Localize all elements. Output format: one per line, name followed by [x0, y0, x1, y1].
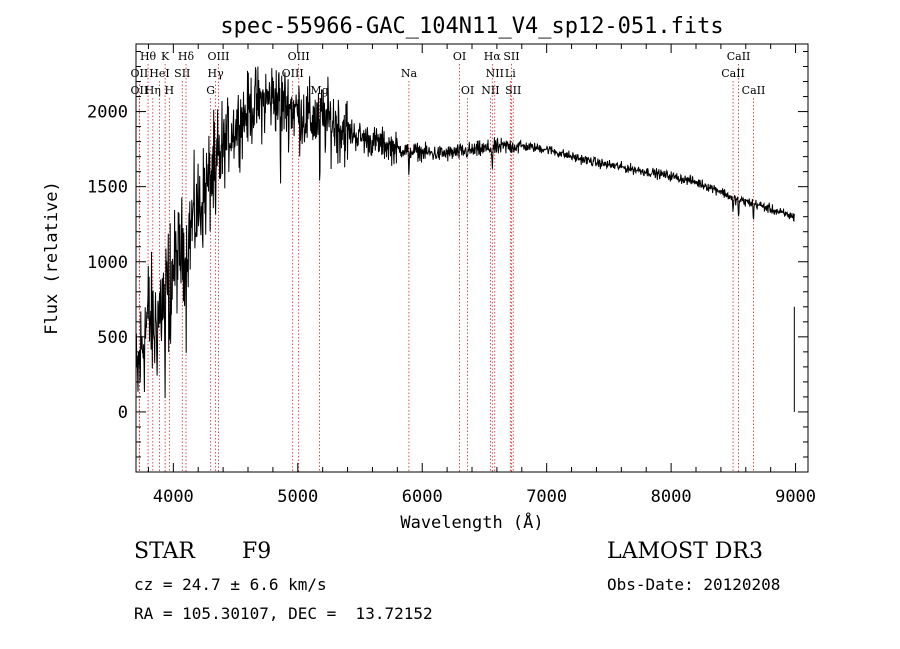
line-label: OIII — [288, 50, 310, 63]
line-label: OI — [461, 84, 474, 97]
line-label: H — [165, 84, 175, 97]
line-label: Na — [401, 67, 418, 80]
line-label: Hδ — [178, 50, 195, 63]
y-tick-label: 1000 — [87, 253, 128, 273]
obs-date-text: Obs-Date: 20120208 — [607, 575, 781, 594]
x-tick-label: 5000 — [277, 487, 318, 507]
line-label: Hγ — [208, 67, 225, 80]
line-label: Hθ — [140, 50, 157, 63]
line-label: CaII — [721, 67, 745, 80]
x-tick-label: 9000 — [775, 487, 816, 507]
line-label: CaII — [727, 50, 751, 63]
object-subclass: F9 — [242, 539, 272, 564]
survey-name: LAMOST DR3 — [607, 539, 763, 564]
line-label: OII — [131, 67, 149, 80]
object-class: STAR — [134, 539, 195, 564]
line-label: OII — [131, 84, 149, 97]
line-label: SII — [505, 84, 521, 97]
line-label: NII — [481, 84, 499, 97]
spectrum-trace — [135, 66, 795, 412]
x-tick-label: 7000 — [526, 487, 567, 507]
spectrum-line — [135, 66, 795, 399]
x-tick-label: 4000 — [153, 487, 194, 507]
x-axis-label: Wavelength (Å) — [400, 511, 543, 533]
chart-title: spec-55966-GAC_104N11_V4_sp12-051.fits — [220, 14, 723, 39]
line-label: Li — [505, 67, 516, 80]
redshift-text: cz = 24.7 ± 6.6 km/s — [134, 575, 327, 594]
coordinates-text: RA = 105.30107, DEC = 13.72152 — [134, 604, 433, 623]
line-label: SII — [174, 67, 190, 80]
axis-ticks: 4000 5000 6000 7000 8000 9000 0 500 1000 1500 2000 — [87, 44, 816, 507]
line-label: OI — [453, 50, 466, 63]
line-label: NII — [486, 67, 504, 80]
line-label: Mg — [310, 84, 328, 97]
spectrum-plot: spec-55966-GAC_104N11_V4_sp12-051.fits H… — [42, 14, 816, 533]
line-label: Hη — [145, 84, 161, 97]
line-label: K — [161, 50, 170, 63]
line-label: OIII — [282, 67, 304, 80]
plot-frame — [135, 43, 809, 473]
line-label: Hα — [484, 50, 502, 63]
x-tick-label: 6000 — [402, 487, 443, 507]
line-label: HeI — [149, 67, 169, 80]
y-tick-label: 1500 — [87, 178, 128, 198]
line-label: G — [206, 84, 215, 97]
x-tick-label: 8000 — [651, 487, 692, 507]
line-label: SII — [503, 50, 519, 63]
y-axis-label: Flux (relative) — [42, 181, 62, 335]
line-label: CaII — [742, 84, 766, 97]
line-label: OIII — [207, 50, 229, 63]
y-tick-label: 0 — [118, 403, 128, 423]
y-tick-label: 2000 — [87, 103, 128, 123]
y-tick-label: 500 — [97, 328, 128, 348]
